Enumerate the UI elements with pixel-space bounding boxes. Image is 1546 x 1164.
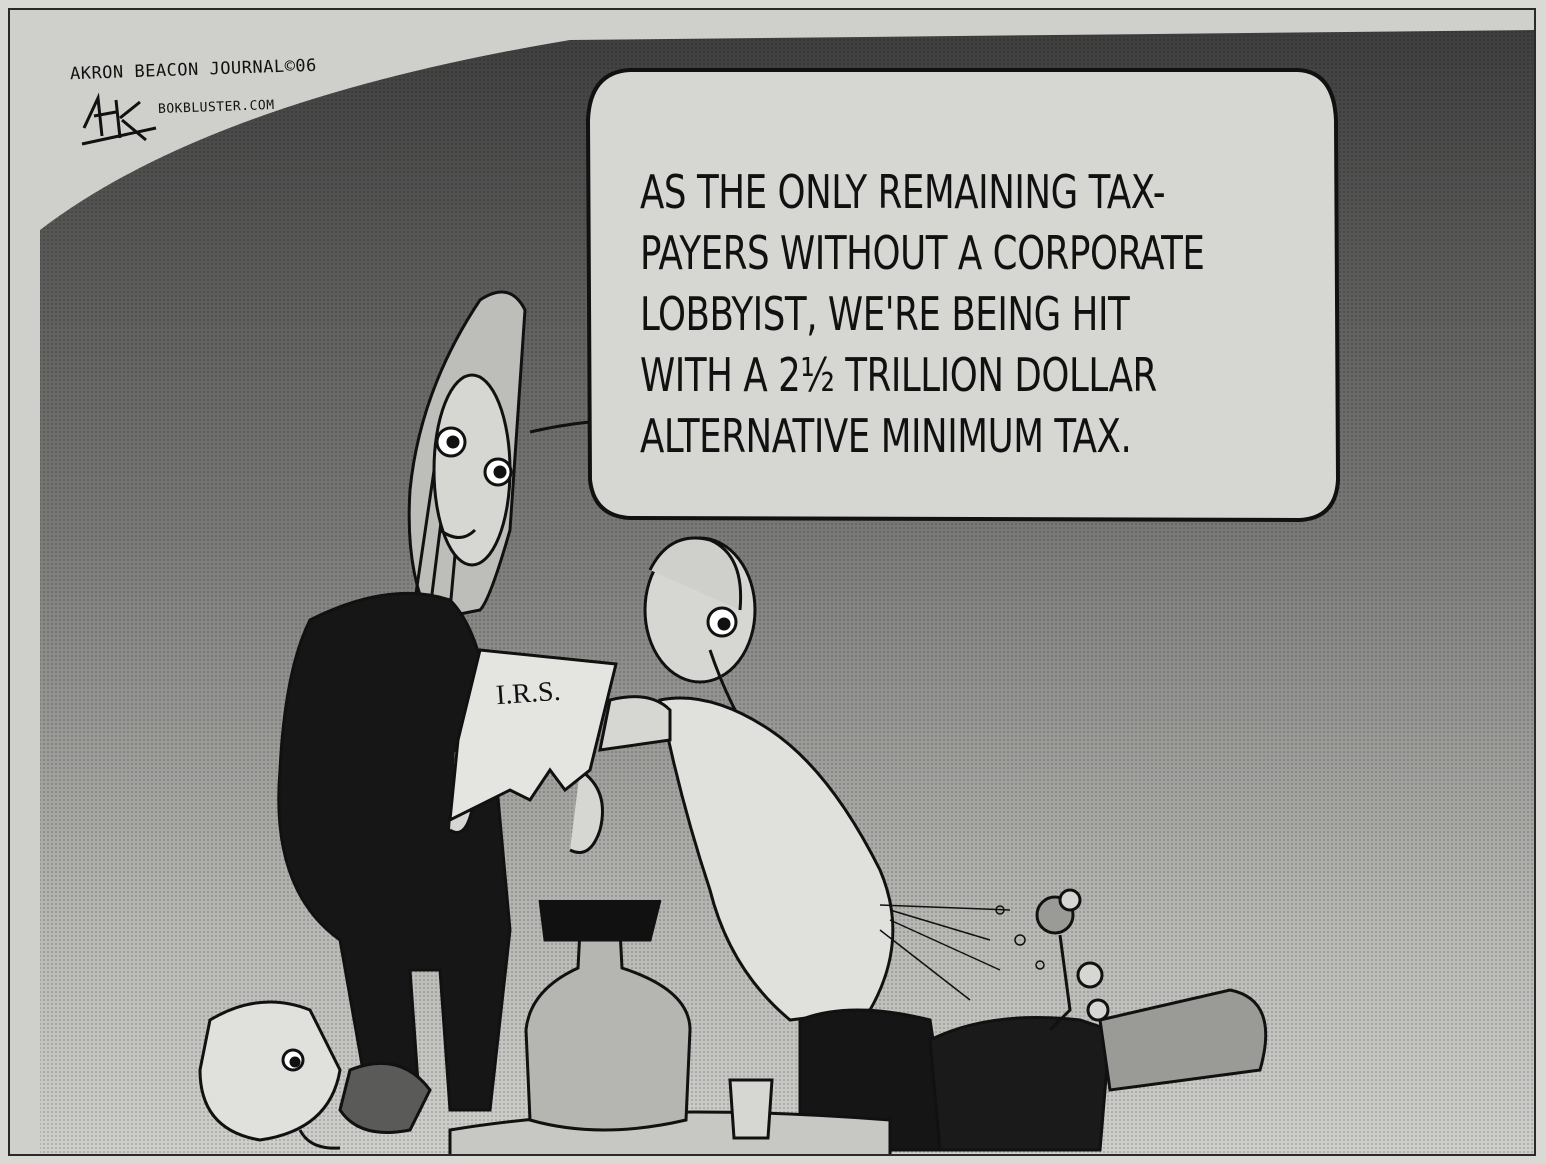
signature-scribble xyxy=(81,92,157,146)
water-jug xyxy=(524,928,692,1132)
bubble-line: WITH A 2½ TRILLION DOLLAR xyxy=(640,348,1157,402)
seated-figure xyxy=(598,536,1268,1152)
bubble-line: PAYERS WITHOUT A CORPORATE xyxy=(640,226,1205,280)
spray-lines xyxy=(879,904,1045,1001)
glass xyxy=(728,1078,774,1140)
cartoon-panel: AKRON BEACON JOURNAL©06 BOKBLUSTER.COM A… xyxy=(8,8,1536,1156)
cartoon-scene xyxy=(40,30,1534,1154)
standing-figure xyxy=(277,290,604,1112)
bubble-line: AS THE ONLY REMAINING TAX- xyxy=(640,165,1166,219)
irs-document-label: I.R.S. xyxy=(494,675,562,712)
bubble-line: ALTERNATIVE MINIMUM TAX. xyxy=(640,409,1132,463)
irs-letter xyxy=(448,648,618,823)
sleeping-animal xyxy=(198,1000,432,1150)
speech-bubble-tail xyxy=(529,420,591,434)
flower-pot xyxy=(1035,888,1110,1032)
speech-bubble xyxy=(585,68,1341,523)
bubble-line: LOBBYIST, WE'RE BEING HIT xyxy=(640,287,1130,341)
table xyxy=(448,899,892,1154)
speech-bubble-text: AS THE ONLY REMAINING TAX- PAYERS WITHOU… xyxy=(640,162,1225,467)
